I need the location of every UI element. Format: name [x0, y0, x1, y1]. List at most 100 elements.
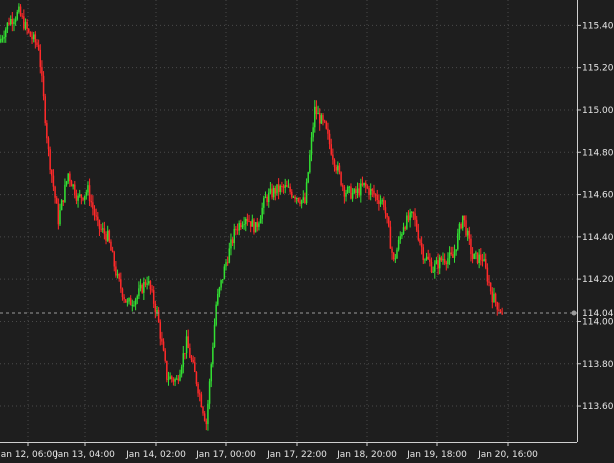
candle-body: [83, 195, 86, 200]
candle-body: [443, 258, 446, 263]
candle-body: [448, 252, 451, 259]
candle-body: [128, 298, 130, 302]
candle-body: [328, 133, 331, 145]
candle-body: [55, 197, 58, 204]
y-tick-label: 115.40: [582, 21, 614, 31]
candle-body: [422, 247, 425, 261]
candle-body: [281, 185, 283, 187]
candle-body: [364, 182, 367, 187]
candle-body: [133, 304, 135, 306]
current-price-dot: [571, 310, 577, 316]
candle-body: [286, 185, 288, 187]
candle-body: [434, 263, 436, 272]
candle-body: [291, 191, 293, 197]
candle-body: [254, 222, 257, 233]
candle-body: [335, 167, 337, 171]
candle-body: [120, 279, 122, 289]
candle-body: [445, 262, 448, 265]
current-price-label: 114.04: [582, 309, 614, 319]
candle-body: [36, 42, 38, 46]
candle-body: [172, 379, 175, 382]
candle-body: [396, 249, 398, 259]
candle-body: [70, 181, 73, 187]
candle-body: [295, 198, 298, 200]
candle-body: [476, 252, 479, 264]
candle-body: [299, 201, 301, 204]
candle-body: [420, 242, 423, 248]
candle-body: [218, 287, 221, 294]
x-tick-label: Jan 19, 18:00: [406, 450, 467, 460]
candle-body: [343, 186, 346, 197]
y-tick-label: 114.00: [582, 317, 614, 327]
candle-body: [494, 293, 497, 303]
candle-body: [318, 113, 321, 124]
candle-body: [312, 127, 314, 138]
candle-body: [411, 211, 413, 213]
candle-body: [320, 115, 323, 124]
y-tick-label: 114.80: [582, 148, 614, 158]
candle-body: [440, 257, 443, 261]
candle-body: [268, 192, 270, 203]
y-tick-label: 114.20: [582, 275, 614, 285]
candle-body: [386, 213, 388, 218]
candle-body: [378, 200, 380, 204]
candle-body: [82, 197, 84, 200]
candle-body: [93, 208, 96, 216]
candle-body: [240, 223, 242, 228]
candle-body: [460, 223, 462, 229]
candle-body: [432, 271, 434, 273]
candle-body: [167, 379, 170, 381]
candles: [0, 3, 503, 431]
candle-body: [144, 281, 147, 285]
candle-body: [207, 403, 209, 425]
candle-body: [97, 216, 99, 221]
candle-body: [156, 309, 158, 313]
candle-body: [453, 251, 456, 258]
candle-body: [21, 15, 23, 17]
candle-body: [272, 187, 275, 198]
x-tick-label: Jan 14, 02:00: [125, 450, 186, 460]
candle-body: [197, 383, 199, 394]
candle-body: [258, 223, 260, 227]
candle-body: [177, 378, 180, 381]
candle-body: [452, 254, 454, 258]
candle-body: [468, 230, 471, 239]
candle-body: [251, 219, 254, 227]
candle-body: [18, 6, 20, 12]
candle-body: [475, 252, 477, 254]
candle-body: [350, 186, 352, 199]
candle-body: [203, 413, 206, 421]
candle-body: [356, 188, 359, 194]
candle-body: [152, 290, 155, 304]
candle-body: [113, 252, 115, 267]
candle-body: [332, 154, 334, 160]
candle-body: [149, 281, 152, 290]
candle-body: [46, 123, 48, 139]
candle-body: [317, 113, 319, 115]
candle-body: [414, 213, 416, 220]
candle-body: [223, 266, 226, 280]
candle-body: [305, 182, 308, 204]
candle-body: [77, 195, 79, 201]
candle-body: [466, 230, 469, 236]
candle-body: [401, 233, 403, 237]
candle-body: [131, 305, 134, 307]
candle-body: [115, 266, 117, 276]
candle-body: [151, 289, 153, 291]
candle-body: [256, 222, 259, 227]
candle-body: [498, 309, 500, 311]
candle-body: [141, 284, 143, 293]
candle-body: [368, 188, 370, 195]
candle-body: [171, 376, 173, 380]
candle-body: [157, 309, 160, 323]
candle-body: [333, 159, 336, 168]
candle-body: [166, 360, 168, 380]
candle-body: [471, 254, 474, 259]
candle-body: [190, 357, 193, 360]
y-tick-label: 114.40: [582, 233, 614, 243]
candle-body: [483, 259, 485, 262]
candle-body: [346, 186, 349, 193]
candle-body: [92, 202, 94, 209]
candle-body: [146, 283, 148, 285]
candle-body: [164, 350, 166, 361]
